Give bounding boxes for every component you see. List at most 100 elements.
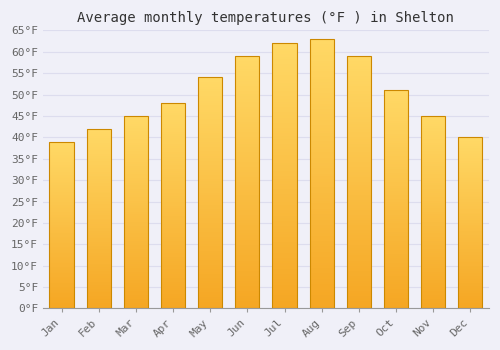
Bar xyxy=(347,283,371,286)
Bar xyxy=(384,260,408,262)
Bar xyxy=(50,285,74,287)
Bar xyxy=(198,198,222,200)
Bar xyxy=(458,141,482,142)
Bar xyxy=(458,183,482,185)
Bar xyxy=(384,243,408,245)
Bar xyxy=(198,128,222,131)
Bar xyxy=(236,303,260,306)
Bar xyxy=(50,214,74,215)
Bar xyxy=(124,301,148,303)
Bar xyxy=(161,161,185,163)
Bar xyxy=(86,262,111,264)
Bar xyxy=(458,240,482,242)
Bar xyxy=(310,276,334,279)
Bar xyxy=(198,138,222,140)
Bar xyxy=(421,278,445,280)
Bar xyxy=(50,293,74,295)
Bar xyxy=(198,244,222,246)
Bar xyxy=(458,148,482,149)
Bar xyxy=(421,195,445,197)
Bar xyxy=(161,229,185,230)
Bar xyxy=(236,240,260,243)
Bar xyxy=(384,177,408,180)
Bar xyxy=(458,230,482,231)
Bar xyxy=(384,175,408,177)
Bar xyxy=(86,208,111,210)
Bar xyxy=(198,232,222,234)
Bar xyxy=(272,295,296,298)
Bar xyxy=(50,192,74,193)
Bar xyxy=(124,203,148,204)
Bar xyxy=(198,256,222,258)
Bar xyxy=(310,284,334,287)
Bar xyxy=(458,254,482,256)
Bar xyxy=(310,61,334,63)
Bar xyxy=(161,128,185,130)
Bar xyxy=(347,278,371,281)
Bar xyxy=(161,198,185,199)
Bar xyxy=(347,266,371,268)
Bar xyxy=(236,74,260,76)
Bar xyxy=(458,279,482,281)
Bar xyxy=(50,247,74,248)
Bar xyxy=(272,80,296,83)
Bar xyxy=(198,195,222,198)
Bar xyxy=(458,278,482,279)
Bar xyxy=(384,226,408,228)
Bar xyxy=(124,274,148,276)
Bar xyxy=(161,165,185,167)
Bar xyxy=(272,245,296,247)
Bar xyxy=(272,293,296,295)
Bar xyxy=(86,192,111,194)
Bar xyxy=(124,222,148,224)
Bar xyxy=(310,155,334,158)
Bar xyxy=(347,286,371,288)
Bar xyxy=(198,272,222,274)
Bar xyxy=(124,247,148,249)
Bar xyxy=(236,76,260,79)
Bar xyxy=(161,177,185,179)
Bar xyxy=(347,271,371,273)
Bar xyxy=(50,270,74,272)
Bar xyxy=(198,154,222,156)
Bar xyxy=(310,50,334,52)
Bar xyxy=(124,224,148,226)
Bar xyxy=(421,193,445,195)
Bar xyxy=(198,114,222,117)
Bar xyxy=(421,133,445,135)
Bar xyxy=(310,114,334,117)
Bar xyxy=(50,282,74,284)
Bar xyxy=(161,226,185,229)
Bar xyxy=(50,147,74,148)
Bar xyxy=(124,214,148,216)
Bar xyxy=(272,152,296,155)
Bar xyxy=(310,244,334,246)
Bar xyxy=(384,132,408,134)
Bar xyxy=(421,249,445,251)
Bar xyxy=(50,222,74,223)
Bar xyxy=(236,64,260,66)
Bar xyxy=(50,232,74,233)
Bar xyxy=(198,228,222,230)
Bar xyxy=(384,269,408,271)
Bar xyxy=(384,302,408,304)
Bar xyxy=(272,99,296,102)
Bar xyxy=(272,118,296,120)
Bar xyxy=(198,265,222,267)
Bar xyxy=(198,276,222,279)
Bar xyxy=(161,107,185,109)
Bar xyxy=(347,243,371,245)
Bar xyxy=(50,183,74,185)
Bar xyxy=(236,180,260,182)
Bar xyxy=(310,131,334,133)
Bar xyxy=(124,284,148,285)
Bar xyxy=(86,138,111,140)
Bar xyxy=(124,235,148,237)
Bar xyxy=(458,196,482,197)
Bar xyxy=(458,256,482,257)
Bar xyxy=(50,265,74,267)
Bar xyxy=(310,42,334,44)
Bar xyxy=(310,125,334,128)
Bar xyxy=(236,164,260,167)
Bar xyxy=(161,109,185,111)
